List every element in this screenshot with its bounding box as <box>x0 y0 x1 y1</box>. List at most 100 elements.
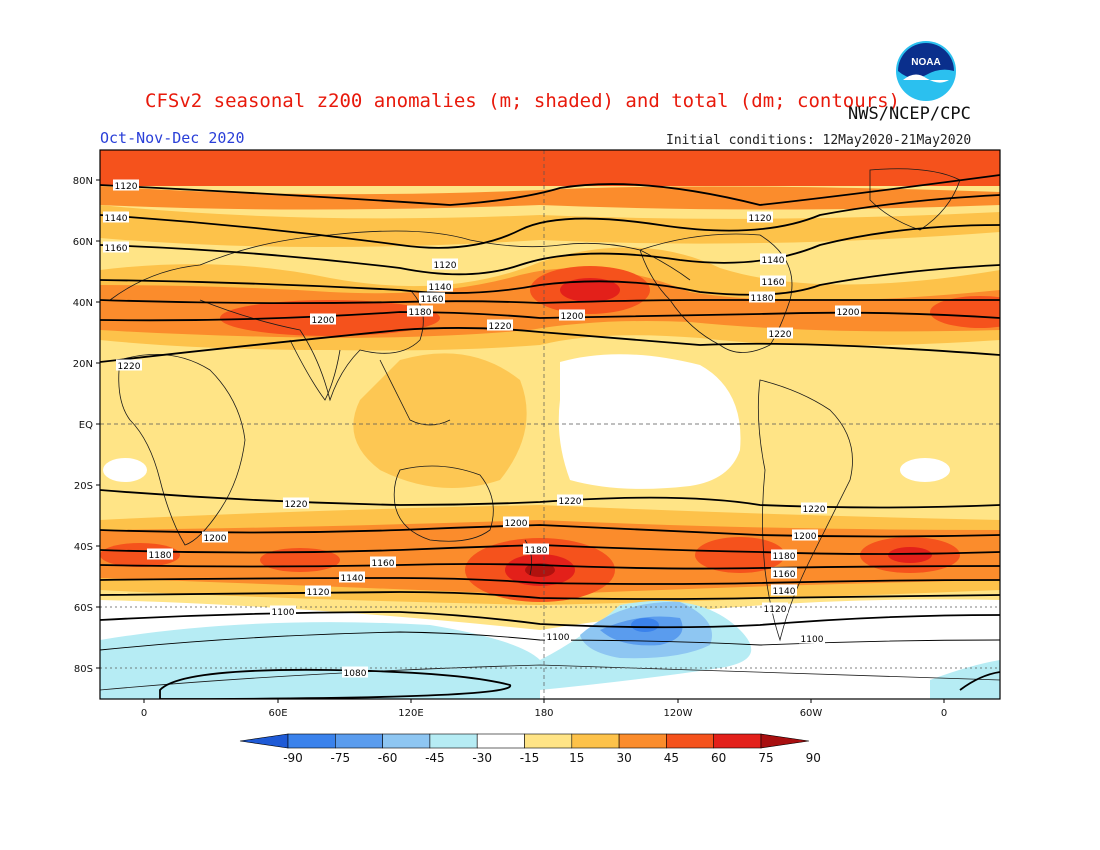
contour-label-text: 1200 <box>561 312 584 322</box>
contour-label-text: 1200 <box>837 308 860 318</box>
longitude-axis: 0 60E 120E 180 120W 60W 0 <box>141 699 947 719</box>
contour-label-text: 1160 <box>762 278 785 288</box>
contour-label-box <box>339 571 365 583</box>
contour-label-text: 1120 <box>115 182 138 192</box>
lon-label: 60E <box>268 708 287 719</box>
contour-label: 1100 <box>270 605 296 618</box>
contour-label-box <box>760 275 786 287</box>
contour-label: 1180 <box>147 548 173 561</box>
contour-label-box <box>103 241 129 253</box>
colorbar-label: 45 <box>664 751 679 765</box>
contour-label-box <box>503 516 529 528</box>
contour-label-text: 1180 <box>773 552 796 562</box>
contour-label-text: 1160 <box>372 559 395 569</box>
colorbar-label: -45 <box>425 751 445 765</box>
contour-label: 1080 <box>342 666 368 679</box>
contour-label: 1200 <box>202 531 228 544</box>
contour-label-text: 1200 <box>505 519 528 529</box>
contour-label: 1120 <box>747 211 773 224</box>
colorbar-label: -60 <box>378 751 398 765</box>
colorbar-label: 15 <box>569 751 584 765</box>
colorbar-swatch <box>524 733 573 749</box>
contour-label: 1220 <box>283 497 309 510</box>
contour-label-box <box>799 632 825 644</box>
contour-label: 1140 <box>103 211 129 224</box>
colorbar-label: 75 <box>758 751 773 765</box>
colorbar-label: -30 <box>472 751 492 765</box>
contour-label-box <box>370 556 396 568</box>
contour-label-box <box>771 549 797 561</box>
contour-label: 1160 <box>419 292 445 305</box>
contour-label-box <box>487 319 513 331</box>
contour-label: 1220 <box>487 319 513 332</box>
agency-label: NWS/NCEP/CPC <box>848 104 971 124</box>
colorbar-label: -75 <box>330 751 350 765</box>
contour-label: 1160 <box>103 241 129 254</box>
contour-label-text: 1220 <box>803 505 826 515</box>
lat-label: 40S <box>74 542 93 553</box>
lat-label: 40N <box>73 298 93 309</box>
contour-label-box <box>427 280 453 292</box>
lon-label: 120W <box>664 708 693 719</box>
contour-label-box <box>523 543 549 555</box>
lat-label: 60S <box>74 603 93 614</box>
contour-label: 1220 <box>116 359 142 372</box>
contour-label-box <box>747 211 773 223</box>
contour-label: 1140 <box>427 280 453 293</box>
colorbar-label: -15 <box>520 751 540 765</box>
contour-label: 1140 <box>760 253 786 266</box>
contour-label-box <box>801 502 827 514</box>
colorbar-left-arrow <box>239 733 289 749</box>
contour-label-text: 1140 <box>773 587 796 597</box>
contour-label: 1180 <box>407 305 433 318</box>
season-label: Oct-Nov-Dec 2020 <box>100 129 245 147</box>
contour-label-text: 1180 <box>525 546 548 556</box>
contour-label-text: 1200 <box>794 532 817 542</box>
lat-label: 20S <box>74 481 93 492</box>
contour-label-text: 1100 <box>801 635 824 645</box>
colorbar: -90 -75 -60 -45 -30 -15 15 30 45 60 75 90 <box>239 733 821 765</box>
contour-label-box <box>270 605 296 617</box>
contour-label-text: 1200 <box>204 534 227 544</box>
contour-label: 1220 <box>801 502 827 515</box>
contour-label-text: 1220 <box>489 322 512 332</box>
contour-label-box <box>557 494 583 506</box>
contour-label: 1120 <box>432 258 458 271</box>
lon-label: 180 <box>534 708 553 719</box>
contour-label-text: 1140 <box>105 214 128 224</box>
colorbar-swatch <box>713 733 762 749</box>
contour-label: 1160 <box>760 275 786 288</box>
lat-label: 60N <box>73 237 93 248</box>
contour-label-box <box>310 313 336 325</box>
colorbar-label: 30 <box>616 751 631 765</box>
contour-label-box <box>305 585 331 597</box>
contour-label-box <box>103 211 129 223</box>
contour-label-box <box>771 567 797 579</box>
contour-label: 1160 <box>370 556 396 569</box>
contour-label: 1200 <box>835 305 861 318</box>
contour-label-text: 1120 <box>307 588 330 598</box>
contour-label-text: 1160 <box>773 570 796 580</box>
thin-contours <box>100 631 1000 651</box>
lon-label: 0 <box>941 708 947 719</box>
contour-label-text: 1220 <box>559 497 582 507</box>
contour-label-box <box>792 529 818 541</box>
colorbar-swatch <box>476 733 525 749</box>
contour-label: 1120 <box>762 602 788 615</box>
contour-label-text: 1120 <box>749 214 772 224</box>
contour-label: 1200 <box>792 529 818 542</box>
contour-label-text: 1180 <box>751 294 774 304</box>
contour-label-text: 1100 <box>272 608 295 618</box>
colorbar-swatch <box>618 733 667 749</box>
contour-label-box <box>283 497 309 509</box>
noaa-logo-icon: NOAA <box>896 41 956 101</box>
contour-label-text: 1120 <box>434 261 457 271</box>
colorbar-swatch <box>666 733 715 749</box>
colorbar-label: 90 <box>806 751 821 765</box>
contour-label-box <box>202 531 228 543</box>
contour-label: 1140 <box>339 571 365 584</box>
map-title: CFSv2 seasonal z200 anomalies (m; shaded… <box>145 90 900 112</box>
contour-label-text: 1100 <box>547 633 570 643</box>
contour-label: 1160 <box>771 567 797 580</box>
